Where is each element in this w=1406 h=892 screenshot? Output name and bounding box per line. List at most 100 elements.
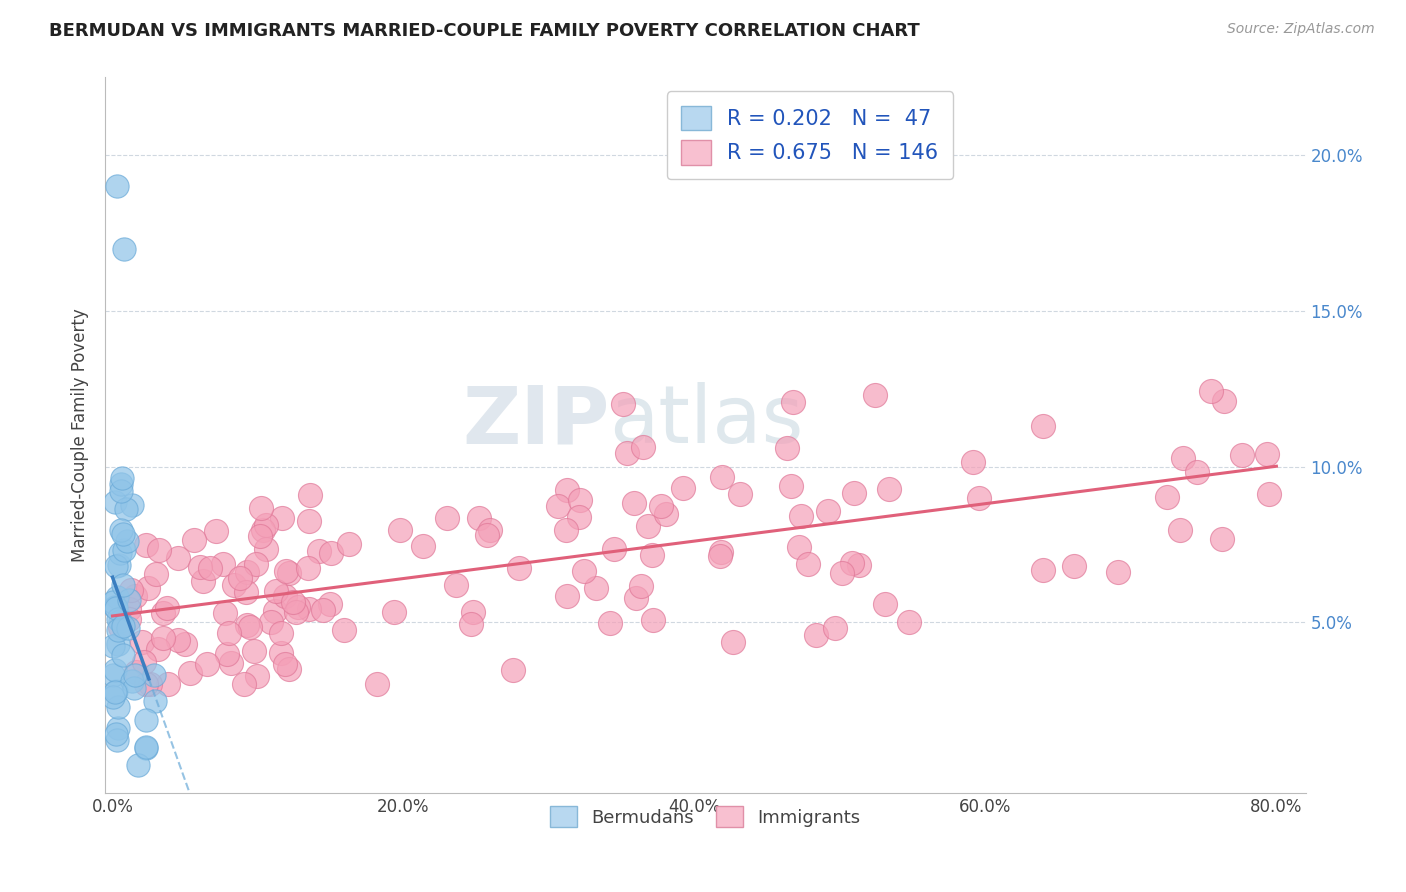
- Point: [107, 612, 129, 626]
- Point: [572, 564, 595, 578]
- Point: [672, 481, 695, 495]
- Point: [277, 566, 299, 581]
- Point: [183, 533, 205, 548]
- Point: [298, 602, 321, 616]
- Point: [191, 574, 214, 588]
- Point: [710, 470, 733, 484]
- Point: [319, 597, 342, 611]
- Point: [1032, 563, 1054, 577]
- Point: [461, 606, 484, 620]
- Point: [235, 617, 257, 632]
- Point: [101, 668, 124, 682]
- Y-axis label: Married-Couple Family Poverty: Married-Couple Family Poverty: [72, 309, 89, 562]
- Point: [179, 665, 201, 680]
- Point: [166, 632, 188, 647]
- Point: [105, 590, 128, 604]
- Point: [111, 619, 134, 633]
- Point: [111, 578, 134, 592]
- Point: [214, 607, 236, 621]
- Point: [831, 566, 853, 580]
- Point: [468, 511, 491, 525]
- Point: [508, 561, 530, 575]
- Point: [218, 625, 240, 640]
- Point: [475, 528, 498, 542]
- Point: [555, 589, 578, 603]
- Point: [157, 677, 180, 691]
- Point: [1171, 451, 1194, 466]
- Point: [112, 543, 135, 558]
- Point: [1232, 448, 1254, 462]
- Point: [616, 446, 638, 460]
- Point: [152, 632, 174, 646]
- Point: [188, 560, 211, 574]
- Point: [1063, 559, 1085, 574]
- Point: [110, 483, 132, 498]
- Point: [101, 690, 124, 704]
- Point: [842, 486, 865, 500]
- Point: [212, 557, 235, 571]
- Point: [104, 599, 127, 614]
- Point: [585, 581, 607, 595]
- Point: [246, 668, 269, 682]
- Point: [173, 637, 195, 651]
- Point: [136, 581, 159, 595]
- Point: [124, 668, 146, 682]
- Point: [105, 732, 128, 747]
- Point: [641, 548, 664, 562]
- Point: [118, 602, 141, 616]
- Point: [264, 604, 287, 618]
- Point: [107, 700, 129, 714]
- Point: [366, 677, 388, 691]
- Point: [112, 527, 135, 541]
- Point: [120, 583, 142, 598]
- Point: [146, 642, 169, 657]
- Point: [709, 549, 731, 564]
- Point: [710, 545, 733, 559]
- Point: [108, 615, 131, 629]
- Point: [112, 242, 135, 256]
- Point: [898, 615, 921, 629]
- Point: [1107, 566, 1129, 580]
- Text: atlas: atlas: [609, 382, 804, 460]
- Point: [1213, 394, 1236, 409]
- Point: [276, 564, 298, 578]
- Point: [121, 674, 143, 689]
- Point: [555, 483, 578, 497]
- Point: [111, 471, 134, 485]
- Point: [824, 621, 846, 635]
- Point: [643, 613, 665, 627]
- Point: [790, 509, 813, 524]
- Point: [297, 561, 319, 575]
- Point: [200, 561, 222, 575]
- Point: [436, 511, 458, 525]
- Point: [270, 646, 292, 660]
- Point: [650, 499, 672, 513]
- Point: [250, 500, 273, 515]
- Point: [274, 589, 297, 603]
- Point: [655, 507, 678, 521]
- Point: [235, 585, 257, 599]
- Point: [221, 656, 243, 670]
- Point: [863, 387, 886, 401]
- Point: [962, 455, 984, 469]
- Point: [139, 677, 162, 691]
- Point: [1257, 487, 1279, 501]
- Legend: Bermudans, Immigrants: Bermudans, Immigrants: [543, 799, 868, 834]
- Point: [228, 571, 250, 585]
- Point: [631, 440, 654, 454]
- Point: [728, 487, 751, 501]
- Point: [776, 441, 799, 455]
- Point: [132, 655, 155, 669]
- Point: [152, 606, 174, 620]
- Point: [278, 663, 301, 677]
- Point: [254, 517, 277, 532]
- Point: [166, 550, 188, 565]
- Point: [599, 615, 621, 630]
- Text: ZIP: ZIP: [463, 382, 609, 460]
- Point: [382, 606, 405, 620]
- Point: [337, 537, 360, 551]
- Point: [124, 589, 146, 603]
- Point: [131, 635, 153, 649]
- Point: [637, 519, 659, 533]
- Point: [115, 533, 138, 548]
